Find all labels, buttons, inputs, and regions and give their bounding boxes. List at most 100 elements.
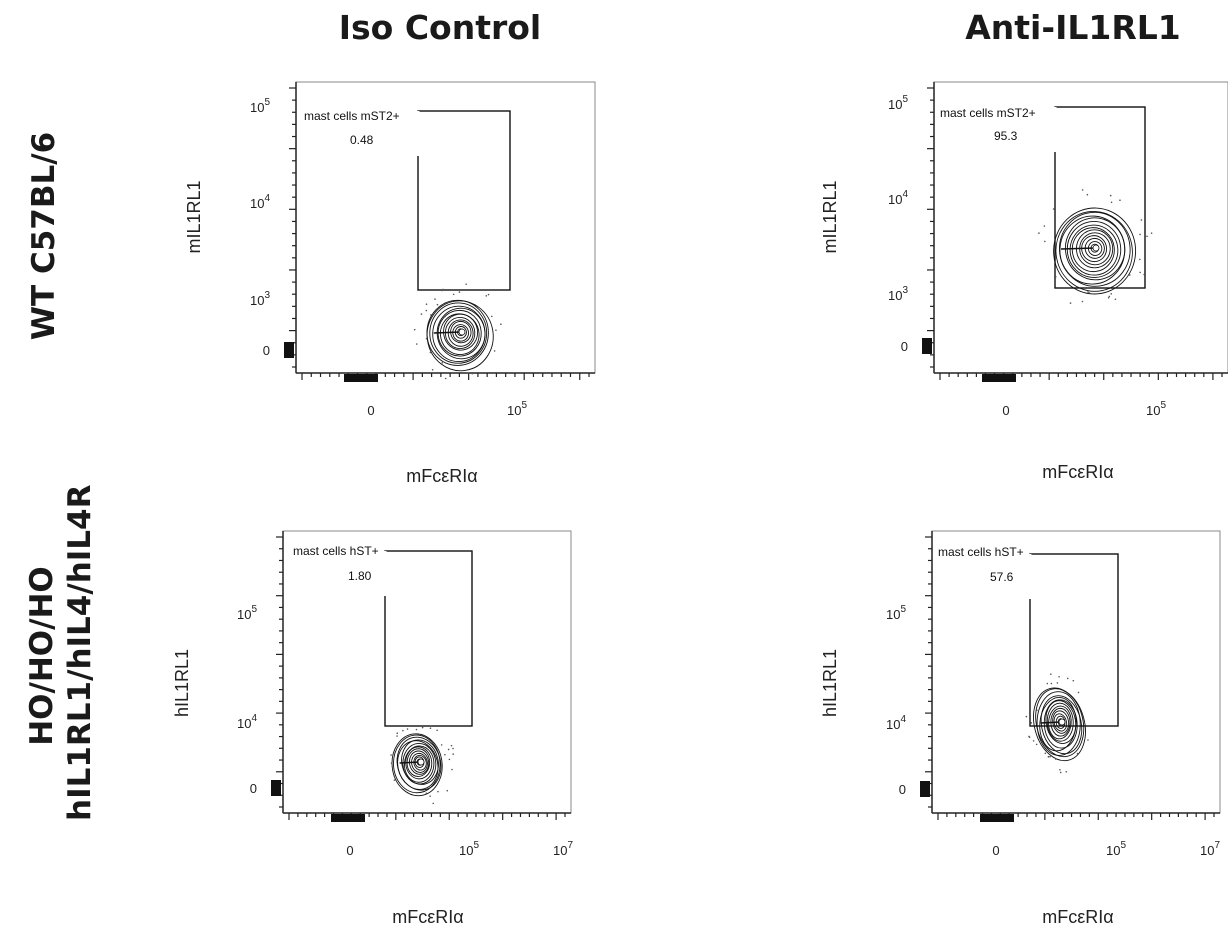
cell-population-contours xyxy=(1025,673,1089,774)
contour-level xyxy=(1066,221,1122,278)
x-axis-label: mFcεRIα xyxy=(1042,907,1113,927)
outlier-event xyxy=(495,329,497,331)
contour-level xyxy=(1045,700,1077,744)
y-tick-label: 104 xyxy=(888,189,908,207)
outlier-event xyxy=(1087,739,1089,741)
outlier-event xyxy=(485,295,488,297)
outlier-event xyxy=(452,753,455,755)
outlier-event xyxy=(458,291,461,293)
contour-level xyxy=(1052,710,1070,734)
outlier-event xyxy=(436,729,438,732)
contour-peak xyxy=(1058,718,1066,726)
gate-percentage: 0.48 xyxy=(350,133,374,147)
outlier-event xyxy=(1069,302,1072,304)
x-tick-label: 107 xyxy=(553,840,573,858)
y-tick-label: 0 xyxy=(263,343,270,358)
outlier-event xyxy=(1065,771,1068,773)
contour-level xyxy=(429,302,488,364)
outlier-event xyxy=(1035,743,1038,746)
y-tick-label: 0 xyxy=(250,781,257,796)
outlier-event xyxy=(490,315,493,318)
outlier-event xyxy=(465,283,467,285)
outlier-event xyxy=(1107,296,1110,299)
x-zero-density-bar xyxy=(982,374,1016,382)
contour-level xyxy=(452,324,470,342)
outlier-event xyxy=(446,789,449,792)
contour-level xyxy=(439,313,480,356)
outlier-event xyxy=(1056,682,1059,684)
outlier-event xyxy=(1032,740,1035,742)
outlier-event xyxy=(1059,768,1061,771)
outlier-event xyxy=(1076,752,1079,755)
y-axis-label: mIL1RL1 xyxy=(820,180,840,253)
outlier-event xyxy=(436,303,439,306)
contour-level xyxy=(402,742,437,785)
y-tick-label: 0 xyxy=(899,782,906,797)
outlier-event xyxy=(1110,293,1113,295)
outlier-event xyxy=(444,753,446,756)
outlier-event xyxy=(429,351,432,354)
y-tick-label: 104 xyxy=(886,714,906,732)
contour-level xyxy=(426,299,489,366)
x-tick-label: 105 xyxy=(459,840,479,858)
contour-level xyxy=(393,734,441,794)
outlier-event xyxy=(430,725,432,728)
outlier-event xyxy=(434,298,436,300)
contour-level xyxy=(413,754,427,771)
outlier-event xyxy=(1081,189,1084,191)
column-title-iso-control: Iso Control xyxy=(338,8,542,47)
outlier-event xyxy=(1139,258,1141,261)
outlier-event xyxy=(493,350,496,352)
outlier-event xyxy=(1108,295,1111,298)
contour-level xyxy=(1053,207,1137,295)
x-tick-label: 105 xyxy=(507,400,527,418)
contour-peak xyxy=(1092,244,1100,252)
plot-frame xyxy=(931,530,1221,814)
outlier-event xyxy=(393,779,396,781)
outlier-event xyxy=(1081,300,1084,303)
contour-level xyxy=(1036,691,1081,756)
outlier-event xyxy=(1047,755,1050,758)
contour-level xyxy=(443,313,479,351)
outlier-event xyxy=(421,726,424,729)
outlier-event xyxy=(440,744,443,746)
outlier-event xyxy=(1044,752,1047,755)
x-tick-label: 0 xyxy=(1002,403,1009,418)
gate-rectangle xyxy=(384,550,473,727)
x-zero-density-bar xyxy=(980,814,1014,822)
contour-level xyxy=(1033,687,1086,762)
outlier-event xyxy=(487,293,490,296)
outlier-event xyxy=(1050,673,1052,675)
contour-level xyxy=(1053,713,1068,732)
contour-level xyxy=(1071,227,1115,273)
outlier-event xyxy=(1072,679,1075,682)
outlier-event xyxy=(1129,274,1131,276)
outlier-event xyxy=(390,762,393,764)
gate-label: mast cells mST2+ xyxy=(940,106,1036,120)
contour-level xyxy=(1087,241,1103,256)
outlier-event xyxy=(402,729,404,732)
outlier-event xyxy=(448,758,451,761)
contour-level xyxy=(447,319,474,347)
contour-level xyxy=(450,320,472,344)
contour-peak xyxy=(458,328,466,336)
gate-rectangle xyxy=(1029,553,1119,727)
outlier-event xyxy=(1066,677,1069,680)
contour-peak xyxy=(417,758,425,766)
outlier-event xyxy=(413,328,416,331)
outlier-event xyxy=(420,313,423,315)
outlier-event xyxy=(430,314,432,316)
outlier-event xyxy=(1028,736,1031,738)
gate-rectangle xyxy=(1054,106,1146,289)
outlier-event xyxy=(425,337,428,340)
contour-level xyxy=(1055,210,1133,292)
x-axis-label: mFcεRIα xyxy=(406,466,477,486)
outlier-event xyxy=(1058,675,1060,678)
gate-percentage: 1.80 xyxy=(348,569,372,583)
x-tick-label: 105 xyxy=(1106,840,1126,858)
contour-panel-wt-anti-il1rl1: 0 103 104 105 0 105 mIL1RL1 mFcεRIα mast cells m… xyxy=(820,81,1228,482)
outlier-event xyxy=(444,377,447,380)
outlier-event xyxy=(1143,273,1145,276)
gate-rectangle xyxy=(417,110,511,291)
outlier-event xyxy=(1110,201,1113,204)
